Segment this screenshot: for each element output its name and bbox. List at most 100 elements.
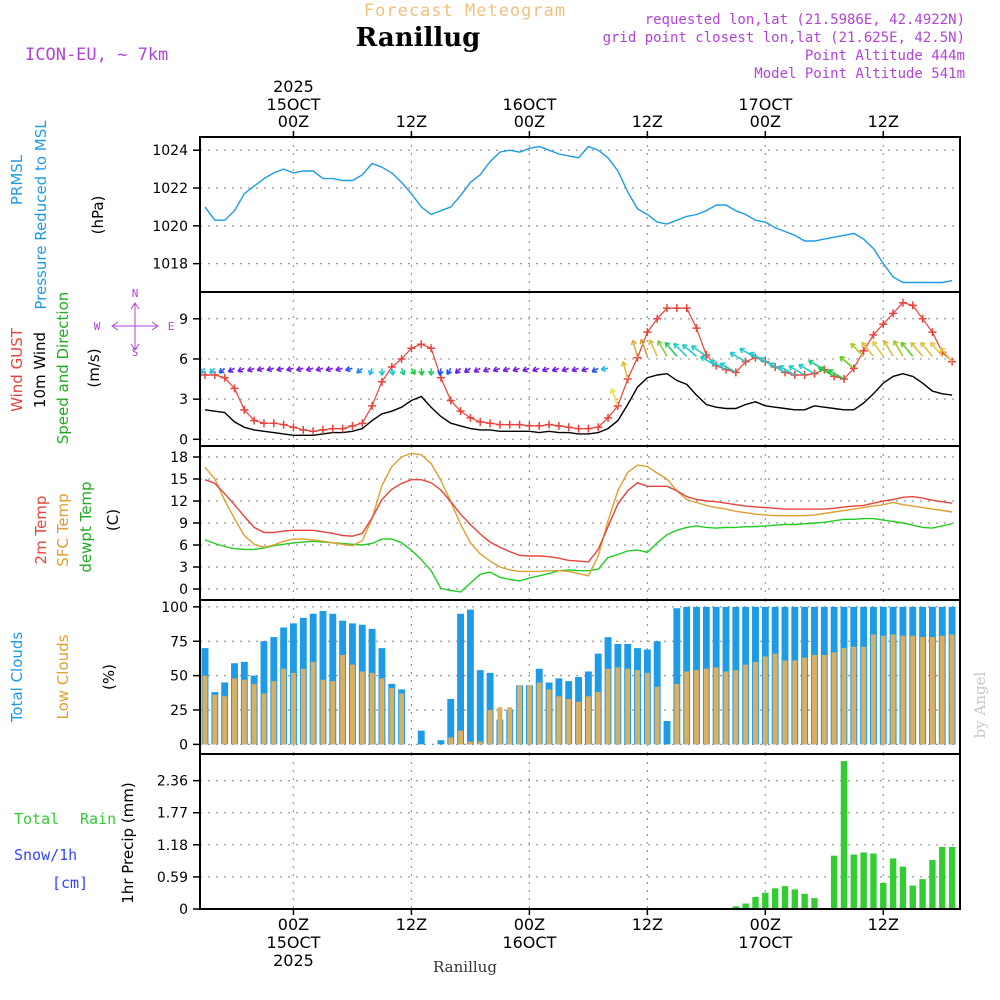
wind-arrow-head <box>367 369 375 376</box>
cloud-ylabel-1: Total Clouds <box>8 632 26 724</box>
ytick-label: 18 <box>170 450 188 466</box>
ytick-label: 3 <box>179 560 188 576</box>
wind-arrow-head <box>492 366 499 373</box>
model-label: ICON-EU, ~ 7km <box>25 45 168 65</box>
wind-arrow-head <box>522 366 528 373</box>
gust-marker <box>898 298 907 307</box>
wind-arrow-shaft <box>920 341 934 357</box>
low-cloud-bar <box>251 683 257 745</box>
wind-arrow-shaft <box>648 339 658 357</box>
wind-arrow <box>929 341 943 357</box>
ytick-label: 2.36 <box>157 774 188 790</box>
bottom-axis-label: 17OCT <box>738 933 792 952</box>
gust-marker <box>859 346 868 355</box>
gust-marker <box>505 420 514 429</box>
low-cloud-bar <box>566 699 572 745</box>
wind-arrow <box>690 345 707 357</box>
wind-arrow-shaft <box>900 341 914 357</box>
rain-bar <box>948 847 956 909</box>
low-cloud-bar <box>369 672 375 745</box>
pressure-unit: (hPa) <box>89 196 107 235</box>
wind-arrow-head <box>427 370 435 376</box>
gust-marker <box>535 421 544 430</box>
bottom-axis-label: 15OCT <box>267 933 321 952</box>
gust-marker <box>377 377 386 386</box>
wind-arrow <box>719 362 737 374</box>
wind-arrow <box>709 359 727 371</box>
wind-arrow <box>295 365 304 373</box>
wind-arrow-head <box>237 366 244 373</box>
compass: N S W E <box>94 287 175 359</box>
low-cloud-bar <box>762 656 768 745</box>
gust-marker <box>466 413 475 422</box>
wind-arrow <box>286 365 294 373</box>
low-cloud-bar <box>674 683 680 745</box>
gust-line <box>205 302 953 432</box>
ytick-label: 0.59 <box>157 870 188 886</box>
rain-bar <box>771 888 779 909</box>
wind-arrow-head <box>266 365 273 373</box>
gust-marker <box>672 304 681 313</box>
wind-arrow <box>600 365 609 373</box>
wind-arrow-head <box>571 366 578 373</box>
gust-marker <box>604 413 613 422</box>
location-title: Ranillug <box>356 23 481 53</box>
wind-arrow <box>657 339 668 357</box>
precip-legend-snow: Snow/1h <box>14 846 77 864</box>
wind-arrow-shaft <box>657 340 668 357</box>
rain-bar <box>791 889 798 909</box>
low-cloud-bar <box>281 668 287 745</box>
wind-arrow-head <box>758 357 765 363</box>
ytick-label: 1018 <box>152 257 188 273</box>
gust-marker <box>908 301 917 310</box>
total-cloud-bar <box>447 699 455 745</box>
wind-arrow <box>817 366 835 378</box>
model-point-altitude: Model Point Altitude 541m <box>754 66 965 82</box>
low-cloud-bar <box>851 646 857 745</box>
wind-arrow-shaft <box>861 341 875 357</box>
wind-arrow <box>883 339 894 357</box>
dewpoint-line <box>204 517 953 593</box>
low-cloud-bar <box>222 696 228 745</box>
gust-marker <box>240 405 249 414</box>
wind-arrow-shaft <box>818 366 835 378</box>
wind-arrow <box>483 366 491 373</box>
wind-arrow <box>227 367 235 373</box>
wind-arrow-head <box>719 362 726 369</box>
footer-location: Ranillug <box>433 958 497 976</box>
low-cloud-bar <box>949 634 955 745</box>
low-cloud-bar <box>448 737 454 745</box>
wind-arrow-shaft <box>778 365 796 376</box>
wind-arrow-shaft <box>729 351 747 363</box>
wind-arrow <box>861 341 875 357</box>
wind-arrow-head <box>463 367 470 374</box>
wind-arrow <box>630 339 639 358</box>
wind-arrow-shaft <box>798 363 815 375</box>
gust-marker <box>545 420 554 429</box>
low-cloud-bar <box>497 707 503 745</box>
gust-marker <box>456 407 465 416</box>
wind-arrow <box>839 355 855 369</box>
bottom-axis-label: 00Z <box>278 915 309 934</box>
wind-arrow <box>808 359 825 371</box>
bottom-axis-label: 12Z <box>396 915 427 934</box>
ytick-label: 1024 <box>152 143 188 159</box>
wind-arrow-shaft <box>682 344 698 357</box>
low-cloud-bar <box>556 696 562 745</box>
ytick-label: 3 <box>179 392 188 408</box>
rain-bar <box>939 847 946 909</box>
ytick-label: 6 <box>179 352 188 368</box>
gust-marker <box>594 423 603 432</box>
sfc-temp-line <box>204 452 953 577</box>
wind-unit: (m/s) <box>85 348 103 387</box>
ytick-label: 6 <box>179 538 188 554</box>
wind-arrow-shaft <box>632 340 639 358</box>
total-cloud-bar <box>417 730 425 745</box>
gust-marker <box>358 419 367 428</box>
panel-wind: 0 3 6 9 <box>179 292 960 448</box>
low-cloud-bar <box>841 648 847 745</box>
wind-arrow-head <box>639 338 646 345</box>
panel-precip: 0 0.59 1.18 1.77 2.36 <box>157 754 960 918</box>
ytick-label: 100 <box>161 600 188 616</box>
total-cloud-bar <box>319 611 327 745</box>
